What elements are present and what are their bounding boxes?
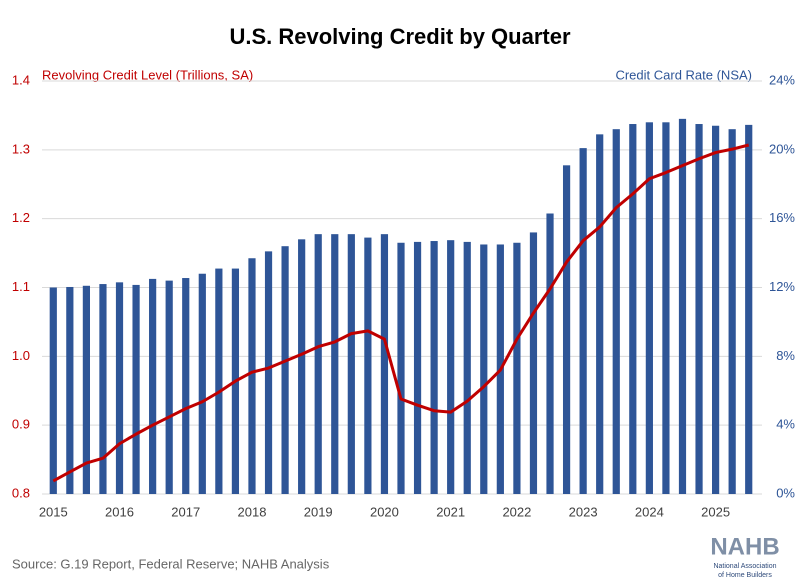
bar bbox=[198, 273, 206, 494]
bar bbox=[712, 125, 720, 494]
bar bbox=[82, 285, 90, 494]
x-tick-label: 2025 bbox=[701, 504, 730, 519]
y-tick-label: 1.2 bbox=[12, 210, 30, 225]
bar bbox=[264, 251, 273, 494]
bar bbox=[695, 124, 703, 494]
bar bbox=[281, 246, 289, 494]
x-tick-label: 2017 bbox=[171, 504, 200, 519]
bar bbox=[513, 242, 521, 494]
y2-tick-label: 24% bbox=[769, 72, 795, 87]
y-tick-label: 1.3 bbox=[12, 141, 30, 156]
source-note: Source: G.19 Report, Federal Reserve; NA… bbox=[12, 556, 330, 571]
y-tick-label: 1.0 bbox=[12, 348, 30, 363]
bar bbox=[132, 284, 140, 494]
bar bbox=[546, 213, 554, 495]
bar bbox=[165, 280, 173, 494]
bar bbox=[99, 284, 107, 494]
bar bbox=[413, 241, 422, 494]
y-tick-label: 1.1 bbox=[12, 279, 30, 294]
bar bbox=[480, 244, 488, 494]
bar bbox=[49, 287, 57, 494]
bar bbox=[380, 234, 389, 494]
y-axis-label: Revolving Credit Level (Trillions, SA) bbox=[42, 67, 253, 82]
bar bbox=[662, 122, 670, 495]
x-tick-label: 2020 bbox=[370, 504, 399, 519]
x-tick-label: 2019 bbox=[304, 504, 333, 519]
bar bbox=[397, 242, 405, 494]
y2-axis-label: Credit Card Rate (NSA) bbox=[615, 67, 752, 82]
x-tick-label: 2021 bbox=[436, 504, 465, 519]
y-tick-label: 0.8 bbox=[12, 485, 30, 500]
bar bbox=[66, 286, 74, 494]
bar bbox=[115, 282, 124, 494]
bar bbox=[447, 240, 455, 494]
x-tick-label: 2018 bbox=[238, 504, 267, 519]
x-tick-label: 2016 bbox=[105, 504, 134, 519]
x-tick-label: 2023 bbox=[569, 504, 598, 519]
chart-title: U.S. Revolving Credit by Quarter bbox=[229, 24, 571, 49]
x-tick-label: 2024 bbox=[635, 504, 664, 519]
bar bbox=[645, 122, 653, 495]
y-tick-label: 1.4 bbox=[12, 72, 30, 87]
bar bbox=[529, 232, 538, 494]
bar bbox=[728, 129, 736, 494]
bar bbox=[248, 258, 256, 494]
bar bbox=[331, 234, 339, 494]
bar bbox=[215, 268, 223, 494]
bar bbox=[347, 234, 355, 494]
bar bbox=[612, 129, 620, 494]
logo-tagline: National Association bbox=[713, 563, 776, 570]
bar bbox=[364, 237, 372, 495]
bar bbox=[579, 148, 587, 495]
bar bbox=[745, 124, 753, 494]
logo: NAHB National Association of Home Builde… bbox=[710, 533, 779, 579]
bar bbox=[430, 241, 438, 494]
y-tick-label: 0.9 bbox=[12, 417, 30, 432]
x-tick-label: 2015 bbox=[39, 504, 68, 519]
bar bbox=[463, 241, 471, 494]
bar bbox=[596, 134, 604, 495]
bar bbox=[149, 278, 157, 494]
line bbox=[52, 143, 750, 483]
bar bbox=[629, 124, 637, 494]
logo-tagline: of Home Builders bbox=[718, 572, 772, 579]
y2-tick-label: 16% bbox=[769, 210, 795, 225]
bar bbox=[562, 165, 571, 494]
y2-tick-label: 4% bbox=[776, 417, 795, 432]
bar bbox=[182, 278, 190, 494]
bar bbox=[298, 239, 306, 494]
y2-tick-label: 0% bbox=[776, 485, 795, 500]
bar bbox=[314, 234, 322, 494]
logo-name: NAHB bbox=[710, 533, 779, 560]
y2-tick-label: 8% bbox=[776, 348, 795, 363]
y2-tick-label: 12% bbox=[769, 279, 795, 294]
x-tick-label: 2022 bbox=[502, 504, 531, 519]
bar bbox=[678, 118, 687, 494]
y2-tick-label: 20% bbox=[769, 141, 795, 156]
